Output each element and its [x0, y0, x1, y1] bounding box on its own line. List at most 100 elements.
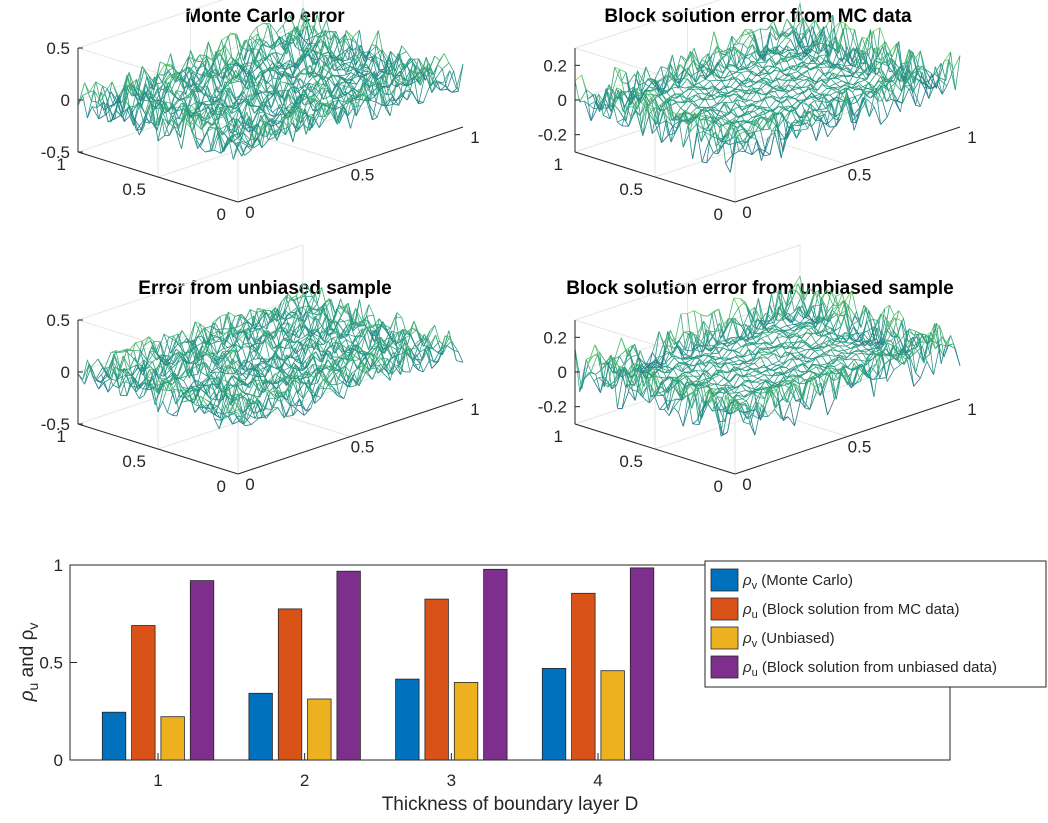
grid-line [687, 10, 848, 165]
bar [160, 716, 185, 761]
surface-panel: Block solution error from MC data 0.2 0 -0.… [538, 0, 977, 224]
x-tick-label: 4 [593, 771, 602, 790]
z-tick-label: -0.2 [538, 126, 567, 145]
bar [307, 698, 332, 761]
surface-panel: Block solution error from unbiased sampl… [538, 244, 977, 496]
x-tick-label: 1 [967, 128, 976, 147]
y-axis-line [574, 151, 736, 203]
x-axis-line [734, 398, 961, 475]
y-tick-label: 1 [554, 427, 563, 446]
y-tick-label: 0 [714, 477, 723, 496]
panel-title: Error from unbiased sample [138, 278, 391, 299]
x-axis-line [734, 126, 961, 203]
surface-mesh [574, 275, 961, 437]
legend-label: ρv (Monte Carlo) [742, 572, 853, 592]
x-tick-label: 0.5 [848, 166, 872, 185]
bar [189, 580, 215, 761]
bar [395, 678, 420, 761]
x-tick-label: 0 [742, 203, 751, 222]
bar-ticks: 0 0.5 1 1 2 3 4 [39, 556, 602, 790]
y-tick-label: 1 [57, 427, 66, 446]
y-tick-label: 0.5 [39, 654, 63, 673]
legend-label: ρv (Unbiased) [742, 630, 835, 650]
legend-entry: ρu (Block solution from unbiased data) [710, 655, 997, 679]
z-tick-label: -0.5 [41, 143, 70, 162]
z-tick-label: 0.2 [543, 56, 567, 75]
legend-entry: ρu (Block solution from MC data) [710, 597, 959, 621]
bar [453, 682, 479, 761]
legend-swatch [710, 568, 739, 592]
surface-panel: Error from unbiased sample 0.5 0 -0.5 0 0.5 1 1… [41, 244, 480, 496]
x-tick-label: 1 [153, 771, 162, 790]
x-tick-label: 0.5 [848, 438, 872, 457]
legend-label: ρu (Block solution from unbiased data) [742, 659, 997, 679]
grid-line [574, 24, 801, 101]
y-tick-label: 0 [217, 205, 226, 224]
y-axis-line [77, 423, 239, 475]
legend-box [704, 560, 1047, 688]
bar [101, 711, 127, 761]
x-tick-label: 3 [447, 771, 456, 790]
x-tick-label: 2 [300, 771, 309, 790]
y-tick-label: 0.5 [122, 180, 146, 199]
surface-mesh [77, 7, 464, 160]
y-tick-label: 1 [554, 155, 563, 174]
bar-chart: 00.511 2 3 4 Thickness of boundary layer D … [17, 556, 1047, 815]
z-tick-label: -0.5 [41, 415, 70, 434]
z-tick-label: 0 [558, 363, 567, 382]
bar [541, 668, 567, 761]
panel-title: Block solution error from MC data [604, 6, 912, 27]
z-tick-label: 0 [61, 363, 70, 382]
y-tick-label: 0 [714, 205, 723, 224]
bar [131, 625, 156, 761]
panel-title: Monte Carlo error [185, 6, 345, 27]
bar-xlabel: Thickness of boundary layer D [382, 794, 639, 815]
surface-panel: Monte Carlo error 0.5 0 -0.5 0 0.5 1 1 0.5 0 [41, 0, 480, 224]
bars [101, 567, 655, 761]
y-tick-label: 0 [54, 751, 63, 770]
y-axis-line [77, 151, 239, 203]
legend-swatch [710, 597, 739, 621]
bar [600, 670, 625, 761]
bar [336, 570, 361, 761]
bar [571, 592, 596, 761]
y-tick-label: 1 [57, 155, 66, 174]
x-tick-label: 1 [470, 128, 479, 147]
z-tick-label: 0.5 [46, 311, 70, 330]
z-tick-label: 0 [61, 91, 70, 110]
z-tick-label: 0 [558, 91, 567, 110]
y-tick-label: 0.5 [619, 452, 643, 471]
bar [248, 692, 273, 761]
grid-line [77, 24, 304, 101]
bar [483, 568, 508, 761]
legend-entry: ρv (Unbiased) [710, 626, 835, 650]
bar-ylabel: ρu and ρv [17, 623, 41, 703]
y-tick-label: 0 [217, 477, 226, 496]
panel-title: Block solution error from unbiased sampl… [566, 278, 953, 299]
x-tick-label: 0.5 [351, 438, 375, 457]
legend-swatch [710, 626, 739, 650]
x-axis-line [237, 398, 464, 475]
y-tick-label: 0.5 [122, 452, 146, 471]
y-axis-line [574, 423, 736, 475]
x-tick-label: 1 [470, 400, 479, 419]
bar [629, 567, 655, 761]
legend-label: ρu (Block solution from MC data) [742, 601, 959, 621]
surface-mesh [574, 3, 961, 173]
x-axis-line [237, 126, 464, 203]
x-tick-label: 0 [245, 475, 254, 494]
z-tick-label: 0.5 [46, 39, 70, 58]
x-tick-label: 0.5 [351, 166, 375, 185]
bar [277, 608, 303, 761]
surface-mesh [77, 282, 464, 429]
x-tick-label: 0 [742, 475, 751, 494]
y-tick-label: 1 [54, 556, 63, 575]
legend-swatch [710, 655, 739, 679]
x-tick-label: 0 [245, 203, 254, 222]
legend: ρv (Monte Carlo) ρu (Block solution from… [704, 560, 1047, 688]
bar [424, 598, 449, 761]
y-tick-label: 0.5 [619, 180, 643, 199]
legend-entry: ρv (Monte Carlo) [710, 568, 853, 592]
x-tick-label: 1 [967, 400, 976, 419]
